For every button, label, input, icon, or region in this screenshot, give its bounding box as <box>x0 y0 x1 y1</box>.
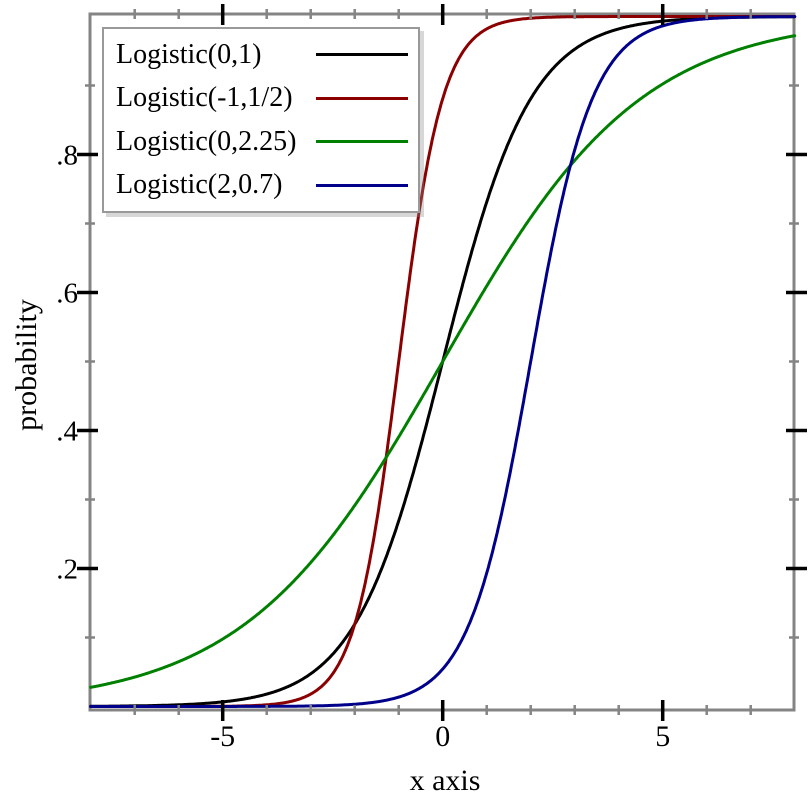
legend: Logistic(0,1) Logistic(-1,1/2) Logistic(… <box>102 27 420 213</box>
legend-item-label: Logistic(2,0.7) <box>116 169 283 201</box>
legend-item: Logistic(0,2.25) <box>104 120 418 164</box>
curve-logistic-0-2-25- <box>89 34 797 689</box>
legend-item: Logistic(-1,1/2) <box>104 77 418 121</box>
legend-item-label: Logistic(-1,1/2) <box>116 82 293 114</box>
legend-item-label: Logistic(0,2.25) <box>116 125 297 157</box>
x-tick-label: -5 <box>210 720 235 753</box>
y-tick-label: .4 <box>56 416 78 448</box>
legend-item-label: Logistic(0,1) <box>116 38 262 70</box>
legend-item: Logistic(2,0.7) <box>104 164 418 208</box>
y-tick-label: .8 <box>56 140 78 172</box>
legend-item: Logistic(0,1) <box>104 33 418 77</box>
curve-logistic-2-0-7- <box>89 15 797 708</box>
legend-line-sample <box>316 140 408 144</box>
y-tick-label: .6 <box>56 278 78 310</box>
x-axis-label: x axis <box>409 764 481 797</box>
x-tick-label: 0 <box>435 720 450 753</box>
legend-line-sample <box>316 96 408 100</box>
y-axis-label: probability <box>10 299 43 431</box>
legend-line-sample <box>316 53 408 57</box>
y-tick-label: .2 <box>56 554 78 586</box>
legend-line-sample <box>316 183 408 187</box>
x-tick-label: 5 <box>655 720 670 753</box>
